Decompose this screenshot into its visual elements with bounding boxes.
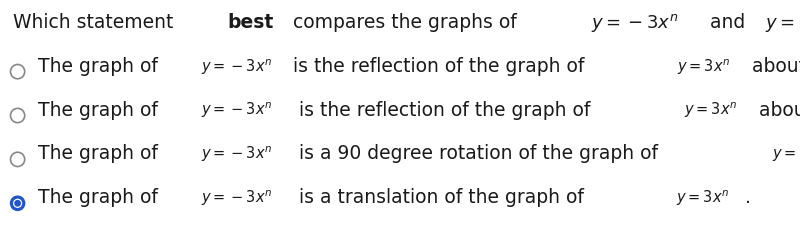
- Text: is a 90 degree rotation of the graph of: is a 90 degree rotation of the graph of: [293, 144, 664, 163]
- Text: $y = 3x^n$: $y = 3x^n$: [765, 12, 800, 34]
- Ellipse shape: [14, 199, 22, 207]
- Text: is a translation of the graph of: is a translation of the graph of: [293, 188, 590, 207]
- Text: The graph of: The graph of: [38, 100, 164, 119]
- Text: $y = -3x^n$: $y = -3x^n$: [201, 57, 272, 77]
- Ellipse shape: [15, 201, 20, 206]
- Text: best: best: [227, 13, 274, 32]
- Text: $y = -3x^n$: $y = -3x^n$: [591, 12, 679, 34]
- Text: $y = 3x^n$: $y = 3x^n$: [685, 101, 738, 121]
- Text: $y = 3x^n$: $y = 3x^n$: [677, 57, 730, 77]
- Text: $y = -3x^n$: $y = -3x^n$: [201, 101, 272, 121]
- Ellipse shape: [10, 108, 25, 123]
- Text: Which statement: Which statement: [13, 13, 179, 32]
- Text: The graph of: The graph of: [38, 57, 164, 76]
- Ellipse shape: [10, 152, 25, 167]
- Ellipse shape: [10, 196, 25, 210]
- Text: is the reflection of the graph of: is the reflection of the graph of: [293, 100, 596, 119]
- Text: is the reflection of the graph of: is the reflection of the graph of: [293, 57, 590, 76]
- Text: about the: about the: [754, 100, 800, 119]
- Text: $y = -3x^n$: $y = -3x^n$: [201, 189, 272, 208]
- Text: about the: about the: [746, 57, 800, 76]
- Text: The graph of: The graph of: [38, 144, 164, 163]
- Text: and: and: [704, 13, 751, 32]
- Text: .: .: [745, 188, 751, 207]
- Text: The graph of: The graph of: [38, 188, 164, 207]
- Text: $y = 3x^n$: $y = 3x^n$: [772, 145, 800, 164]
- Text: compares the graphs of: compares the graphs of: [287, 13, 523, 32]
- Text: $y = 3x^n$: $y = 3x^n$: [676, 189, 730, 208]
- Text: $y = -3x^n$: $y = -3x^n$: [201, 145, 272, 164]
- Ellipse shape: [10, 64, 25, 79]
